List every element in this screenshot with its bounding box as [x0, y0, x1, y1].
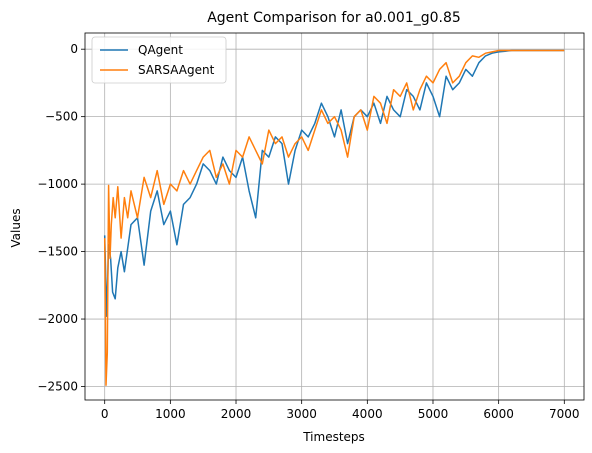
series-line-sarsaagent [103, 49, 565, 386]
x-tick-label: 5000 [418, 407, 449, 421]
y-tick-label: −500 [45, 110, 78, 124]
y-axis-ticks: 0 −500 −1000 −1500 −2000 −2500 [37, 42, 85, 394]
x-tick-label: 3000 [286, 407, 317, 421]
legend-box [91, 36, 227, 84]
legend-label-sarsaagent: SARSAAgent [138, 63, 215, 77]
axes-border [84, 32, 585, 401]
legend: QAgent SARSAAgent [91, 36, 227, 84]
x-tick-label: 2000 [221, 407, 252, 421]
x-axis-label: Timesteps [302, 430, 365, 444]
y-tick-label: −1500 [37, 245, 78, 259]
x-axis-ticks: 0 1000 2000 3000 4000 5000 6000 7000 [101, 400, 580, 421]
x-tick-label: 6000 [483, 407, 514, 421]
x-tick-label: 4000 [352, 407, 383, 421]
y-axis-label: Values [9, 208, 23, 247]
series-layer [103, 49, 565, 386]
y-tick-label: −1000 [37, 177, 78, 191]
plot-area [85, 33, 584, 400]
series-line-qagent [103, 49, 565, 318]
x-tick-label: 0 [101, 407, 109, 421]
y-tick-label: −2500 [37, 380, 78, 394]
x-tick-label: 1000 [155, 407, 186, 421]
chart-title: Agent Comparison for a0.001_g0.85 [207, 10, 461, 26]
y-tick-label: 0 [70, 42, 78, 56]
axes-frame [84, 32, 585, 401]
y-tick-label: −2000 [37, 312, 78, 326]
x-tick-label: 7000 [549, 407, 580, 421]
legend-label-qagent: QAgent [138, 43, 183, 57]
